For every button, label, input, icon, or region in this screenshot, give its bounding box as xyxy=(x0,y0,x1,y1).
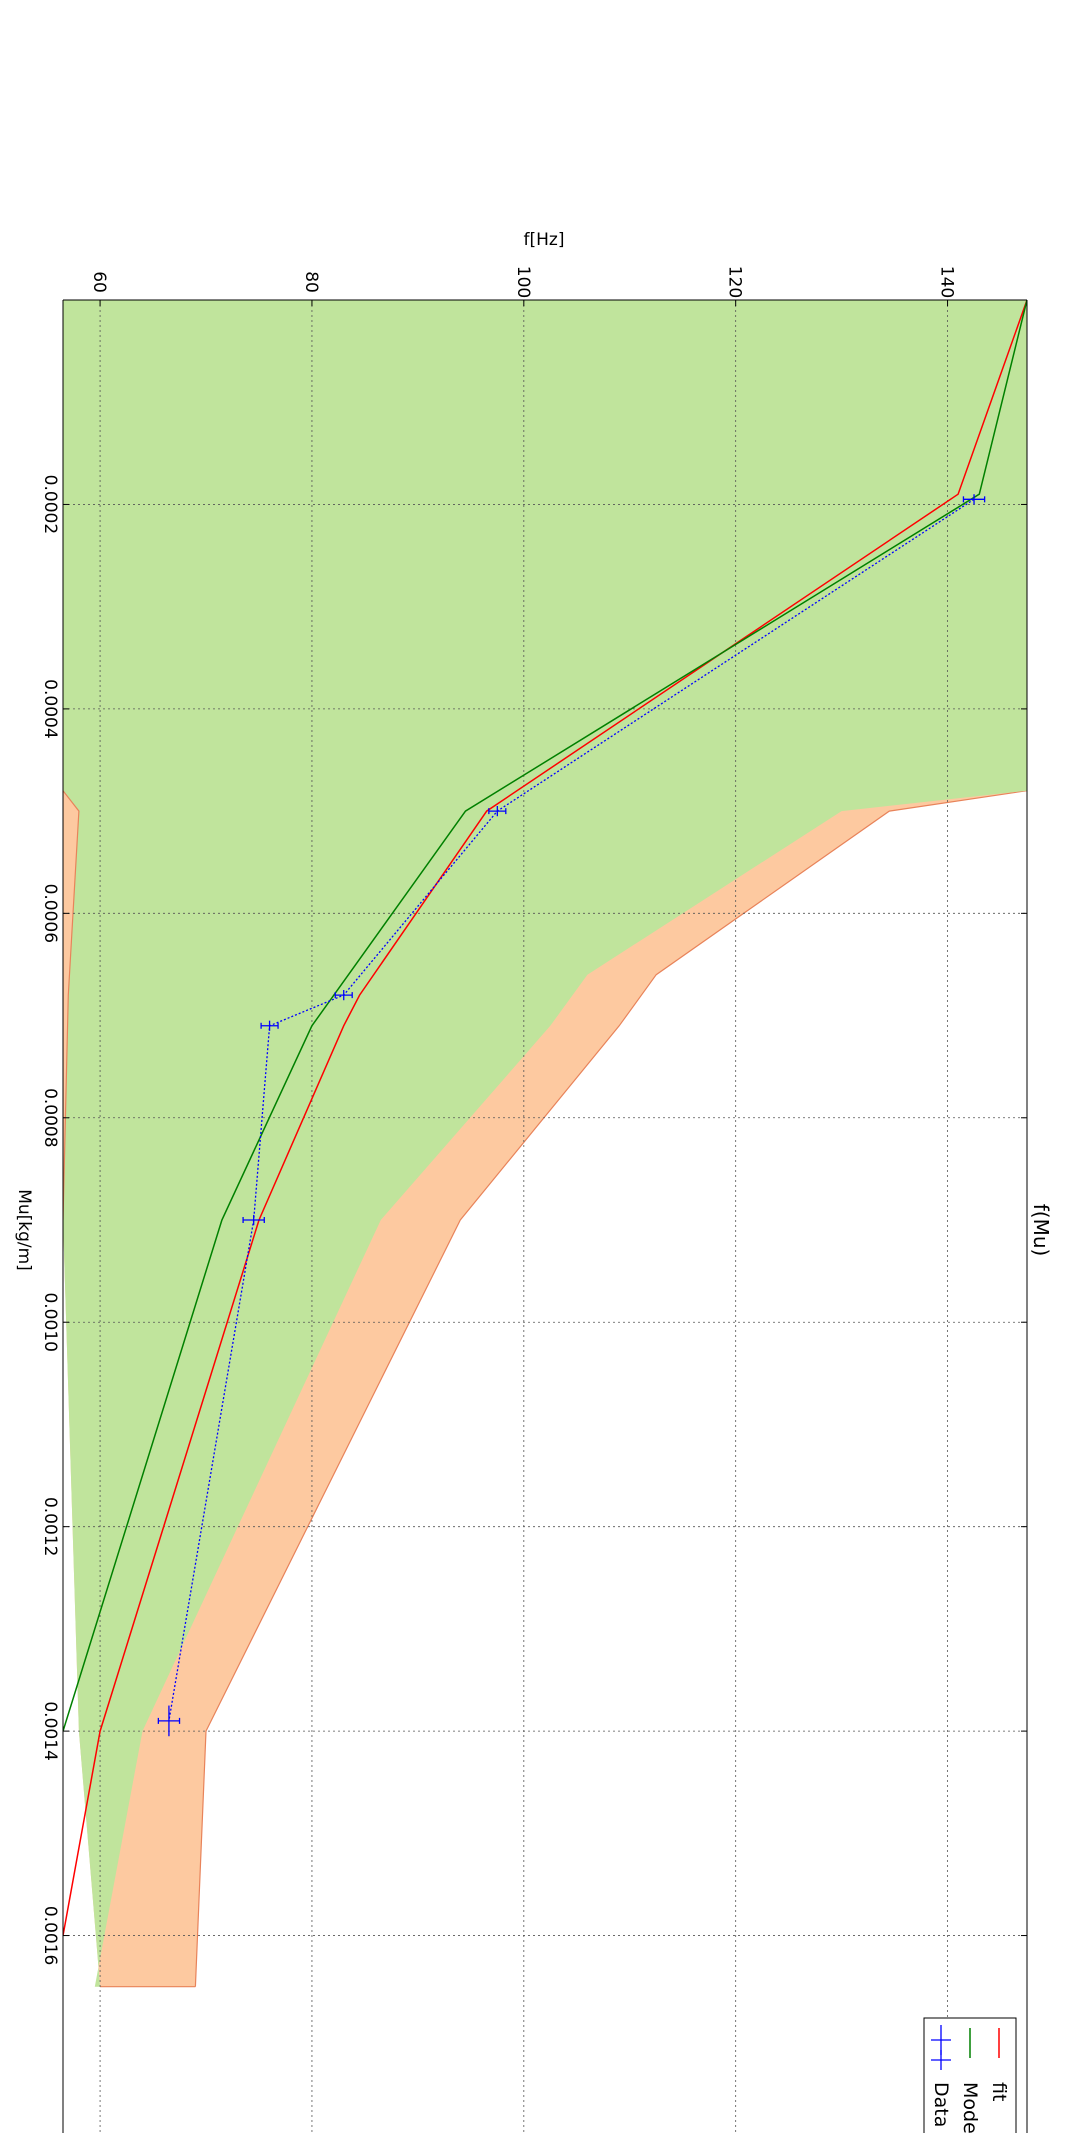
data-point-4 xyxy=(242,1214,265,1226)
y-tick-label-4: 140 xyxy=(937,266,957,298)
data-point-0 xyxy=(962,494,986,505)
x-tick-label-1: 0.0004 xyxy=(40,679,60,738)
y-tick-label-2: 100 xyxy=(513,266,533,298)
legend: fit Model Data xyxy=(923,2017,1017,2133)
data-point-5 xyxy=(157,1705,181,1737)
x-axis-label: Mu[kg/m] xyxy=(14,1189,34,1271)
fit-line xyxy=(63,300,1027,1936)
plot-frame xyxy=(62,299,1028,2133)
y-axis-label: f[Hz] xyxy=(524,230,565,250)
uncertainty-bands xyxy=(63,300,1027,1988)
orange-band-left-edge xyxy=(63,790,80,1221)
legend-label-2: Data xyxy=(930,2082,952,2127)
x-tick-label-6: 0.0014 xyxy=(40,1701,60,1760)
series-lines xyxy=(63,300,1027,1936)
data-point-3 xyxy=(260,1020,279,1031)
orange-band-edge xyxy=(194,790,1027,1987)
data-points xyxy=(157,494,986,1737)
y-tick-label-0: 60 xyxy=(89,271,109,293)
tick-marks xyxy=(63,300,1027,1937)
model-band xyxy=(63,300,1027,1987)
data-point-2 xyxy=(334,990,353,1001)
x-tick-label-7: 0.0016 xyxy=(40,1906,60,1965)
axis-labels: 0.0002 0.0004 0.0006 0.0008 0.0010 0.0012 0.00… xyxy=(14,230,1053,1965)
x-tick-label-5: 0.0012 xyxy=(40,1497,60,1556)
grid-lines xyxy=(63,300,1027,2133)
chart-title: f(Mu) xyxy=(1029,1204,1053,1257)
y-tick-label-1: 80 xyxy=(301,271,321,293)
model-line xyxy=(63,300,1027,1732)
x-tick-label-2: 0.0006 xyxy=(40,884,60,943)
y-tick-label-3: 120 xyxy=(725,266,745,298)
x-tick-label-3: 0.0008 xyxy=(40,1088,60,1147)
x-tick-label-4: 0.0010 xyxy=(40,1292,60,1351)
x-tick-label-0: 0.0002 xyxy=(40,475,60,534)
data-point-1 xyxy=(488,806,507,817)
data-line xyxy=(168,498,975,1722)
legend-label-0: fit xyxy=(988,2082,1010,2101)
plot-area xyxy=(63,300,1027,2133)
legend-label-1: Model xyxy=(959,2082,981,2133)
